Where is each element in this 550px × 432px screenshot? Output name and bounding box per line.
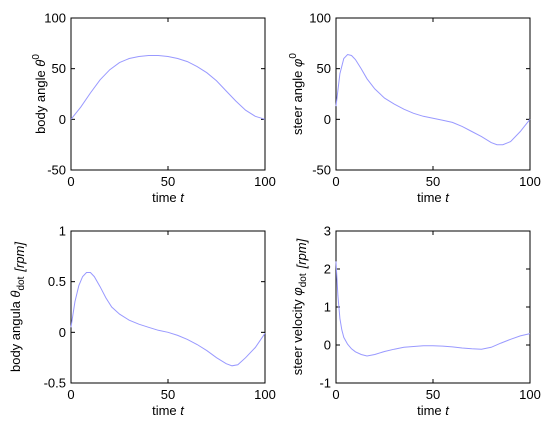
x-tick-label: 100 bbox=[254, 387, 276, 402]
plot-area bbox=[335, 230, 531, 384]
series-line-1 bbox=[70, 55, 266, 120]
x-axis-label: time t bbox=[417, 403, 450, 418]
y-tick-label: 50 bbox=[317, 61, 331, 76]
plot-area bbox=[70, 230, 266, 384]
series-line-1 bbox=[70, 272, 266, 367]
x-tick-label: 50 bbox=[426, 387, 440, 402]
y-axis-label: body angula θdot[rpm] bbox=[8, 242, 27, 372]
x-tick-label: 50 bbox=[426, 174, 440, 189]
y-tick-label: 100 bbox=[44, 11, 66, 26]
x-axis-label: time t bbox=[417, 190, 450, 205]
x-tick-label: 0 bbox=[332, 387, 339, 402]
y-tick-label: 0 bbox=[324, 112, 331, 127]
x-axis-label: time t bbox=[152, 190, 185, 205]
series-line-1 bbox=[335, 53, 531, 146]
x-tick-label: 100 bbox=[519, 387, 541, 402]
series-line-1 bbox=[335, 261, 531, 357]
x-tick-label: 100 bbox=[254, 174, 276, 189]
plot-area bbox=[70, 17, 266, 171]
x-tick-label: 0 bbox=[67, 174, 74, 189]
y-tick-label: -1 bbox=[319, 376, 331, 391]
y-tick-label: 2 bbox=[324, 262, 331, 277]
x-tick-label: 50 bbox=[161, 387, 175, 402]
x-tick-label: 50 bbox=[161, 174, 175, 189]
x-tick-label: 0 bbox=[67, 387, 74, 402]
y-tick-label: 100 bbox=[309, 11, 331, 26]
y-tick-label: 0 bbox=[59, 112, 66, 127]
y-axis-label: steer angle φ0 bbox=[288, 53, 305, 135]
x-axis-label: time t bbox=[152, 403, 185, 418]
y-axis-label: steer velocity φdot[rpm] bbox=[290, 238, 309, 375]
y-tick-label: 1 bbox=[324, 300, 331, 315]
y-tick-label: -0.5 bbox=[44, 376, 66, 391]
y-tick-label: -50 bbox=[312, 163, 331, 178]
y-tick-label: 50 bbox=[52, 61, 66, 76]
x-tick-label: 0 bbox=[332, 174, 339, 189]
y-tick-label: 0.5 bbox=[48, 274, 66, 289]
y-axis-label: body angle θ0 bbox=[31, 54, 48, 134]
y-tick-label: 3 bbox=[324, 224, 331, 239]
x-tick-label: 100 bbox=[519, 174, 541, 189]
y-tick-label: 0 bbox=[324, 338, 331, 353]
y-tick-label: 1 bbox=[59, 224, 66, 239]
y-tick-label: -50 bbox=[47, 163, 66, 178]
plot-area bbox=[335, 17, 531, 171]
y-tick-label: 0 bbox=[59, 325, 66, 340]
